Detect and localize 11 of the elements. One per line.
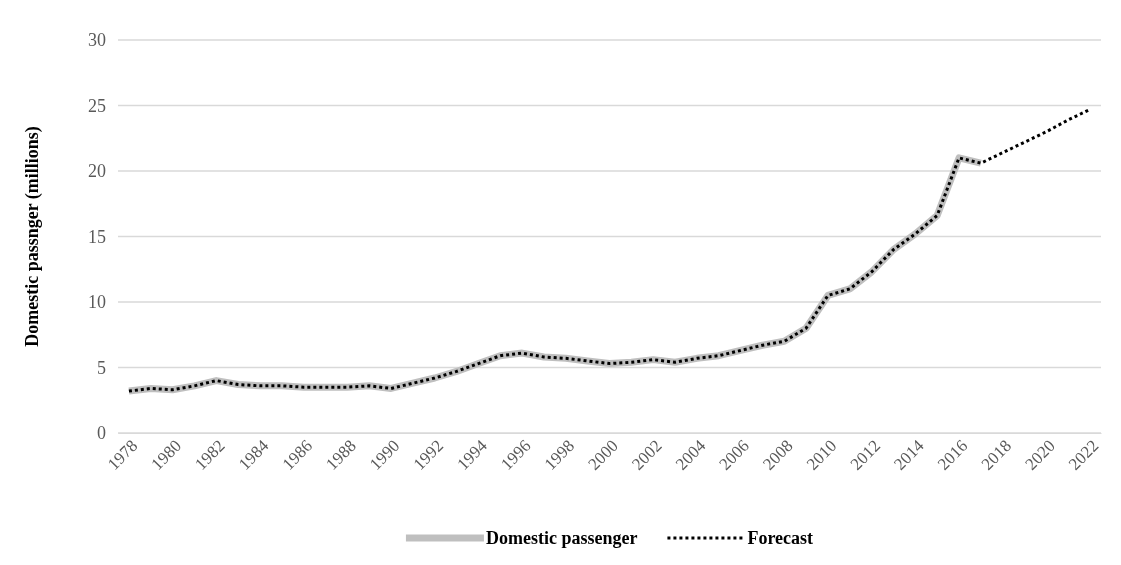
y-tick-label: 0 (97, 423, 106, 444)
line-series (127, 107, 1092, 393)
y-tick-label: 10 (88, 292, 106, 313)
y-tick-label: 5 (97, 357, 106, 378)
y-axis-title: Domestic passnger (millions) (22, 126, 43, 347)
legend-label: Forecast (747, 528, 814, 548)
legend-label: Domestic passenger (485, 528, 638, 548)
y-tick-label: 15 (88, 226, 106, 247)
y-tick-label: 30 (88, 30, 106, 51)
y-tick-label: 20 (88, 161, 106, 182)
y-tick-label: 25 (88, 95, 106, 116)
